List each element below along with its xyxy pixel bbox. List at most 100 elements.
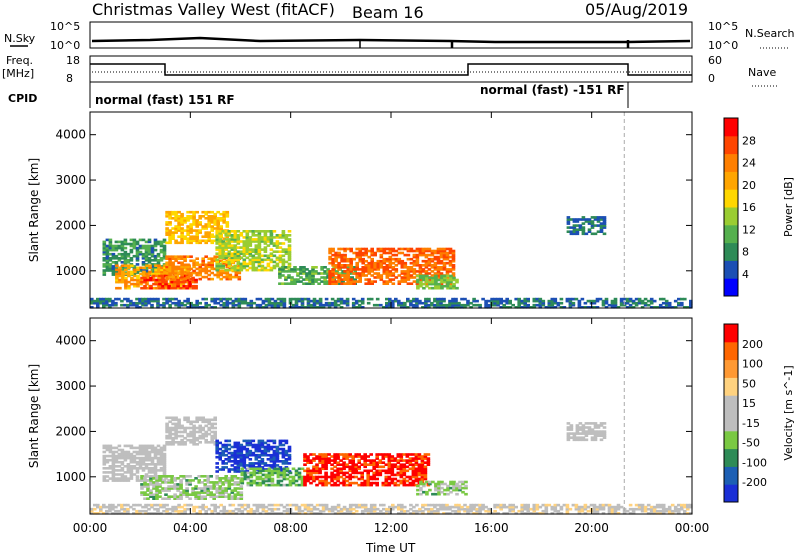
- data-cell: [460, 507, 464, 511]
- data-cell: [354, 465, 358, 469]
- data-cell: [231, 301, 236, 305]
- data-cell: [174, 215, 178, 218]
- data-cell: [123, 512, 127, 515]
- data-cell: [111, 503, 115, 507]
- data-cell: [228, 509, 233, 513]
- data-cell: [177, 219, 181, 222]
- data-cell: [236, 464, 241, 467]
- data-cell: [436, 249, 441, 253]
- data-cell: [222, 212, 226, 216]
- data-cell: [354, 481, 358, 485]
- data-cell: [111, 257, 116, 260]
- data-cell: [257, 445, 262, 449]
- data-cell: [102, 512, 106, 515]
- data-cell: [114, 454, 119, 458]
- data-cell: [207, 303, 211, 307]
- data-cell: [352, 280, 356, 283]
- data-cell: [303, 459, 307, 462]
- data-cell: [197, 481, 201, 484]
- data-cell: [248, 451, 253, 455]
- data-cell: [437, 278, 441, 282]
- data-cell: [523, 301, 527, 305]
- data-cell: [230, 477, 235, 480]
- data-cell: [245, 439, 250, 443]
- data-cell: [96, 301, 100, 305]
- data-cell: [427, 303, 431, 307]
- data-cell: [312, 467, 316, 471]
- data-cell: [346, 282, 350, 285]
- data-cell: [312, 471, 316, 475]
- data-cell: [158, 278, 162, 282]
- data-cell: [251, 464, 256, 467]
- data-cell: [284, 248, 289, 251]
- data-cell: [397, 299, 401, 303]
- data-cell: [197, 475, 201, 478]
- data-cell: [602, 432, 607, 435]
- data-cell: [147, 458, 152, 462]
- data-cell: [213, 297, 217, 301]
- data-cell: [324, 479, 328, 483]
- data-cell: [237, 303, 242, 307]
- data-cell: [246, 503, 251, 507]
- data-cell: [237, 306, 242, 309]
- data-cell: [601, 301, 606, 305]
- data-cell: [140, 493, 144, 496]
- data-cell: [155, 485, 159, 488]
- data-cell: [142, 270, 146, 274]
- data-cell: [215, 236, 219, 239]
- data-cell: [351, 469, 355, 473]
- data-cell: [210, 217, 214, 220]
- data-cell: [414, 459, 419, 462]
- data-cell: [275, 236, 280, 239]
- data-cell: [147, 444, 152, 448]
- data-cell: [189, 426, 193, 430]
- data-cell: [230, 254, 235, 258]
- data-cell: [129, 471, 134, 474]
- data-cell: [158, 483, 162, 486]
- data-cell: [326, 282, 330, 285]
- data-cell: [584, 430, 589, 433]
- data-cell: [449, 286, 453, 290]
- data-cell: [105, 252, 110, 256]
- data-cell: [607, 512, 612, 515]
- data-cell: [180, 212, 184, 216]
- data-cell: [221, 451, 225, 455]
- data-cell: [575, 428, 580, 431]
- data-cell: [358, 247, 362, 251]
- data-cell: [378, 473, 383, 477]
- data-cell: [610, 512, 615, 515]
- data-cell: [351, 301, 356, 305]
- data-cell: [153, 507, 157, 511]
- data-cell: [177, 422, 181, 426]
- data-cell: [143, 276, 147, 280]
- data-cell: [255, 483, 260, 487]
- data-cell: [144, 252, 149, 256]
- data-cell: [126, 463, 131, 466]
- data-cell: [602, 218, 607, 221]
- data-cell: [414, 453, 419, 456]
- data-cell: [405, 479, 410, 483]
- data-cell: [354, 463, 358, 466]
- data-cell: [144, 473, 149, 476]
- data-cell: [236, 254, 241, 258]
- data-cell: [198, 271, 202, 275]
- data-cell: [218, 246, 222, 249]
- data-cell: [267, 301, 272, 305]
- data-cell: [177, 210, 181, 214]
- nave-tick-top: 60: [708, 54, 722, 67]
- data-cell: [132, 240, 137, 244]
- data-cell: [375, 473, 379, 477]
- data-cell: [189, 217, 193, 220]
- data-cell: [538, 512, 543, 515]
- data-cell: [348, 477, 352, 481]
- data-cell: [225, 235, 230, 238]
- data-cell: [351, 507, 356, 511]
- data-cell: [213, 306, 217, 309]
- data-cell: [575, 230, 580, 233]
- data-cell: [233, 445, 238, 449]
- data-cell: [556, 303, 561, 307]
- data-cell: [126, 252, 131, 256]
- data-cell: [186, 263, 190, 267]
- data-cell: [433, 251, 438, 255]
- data-cell: [336, 505, 341, 509]
